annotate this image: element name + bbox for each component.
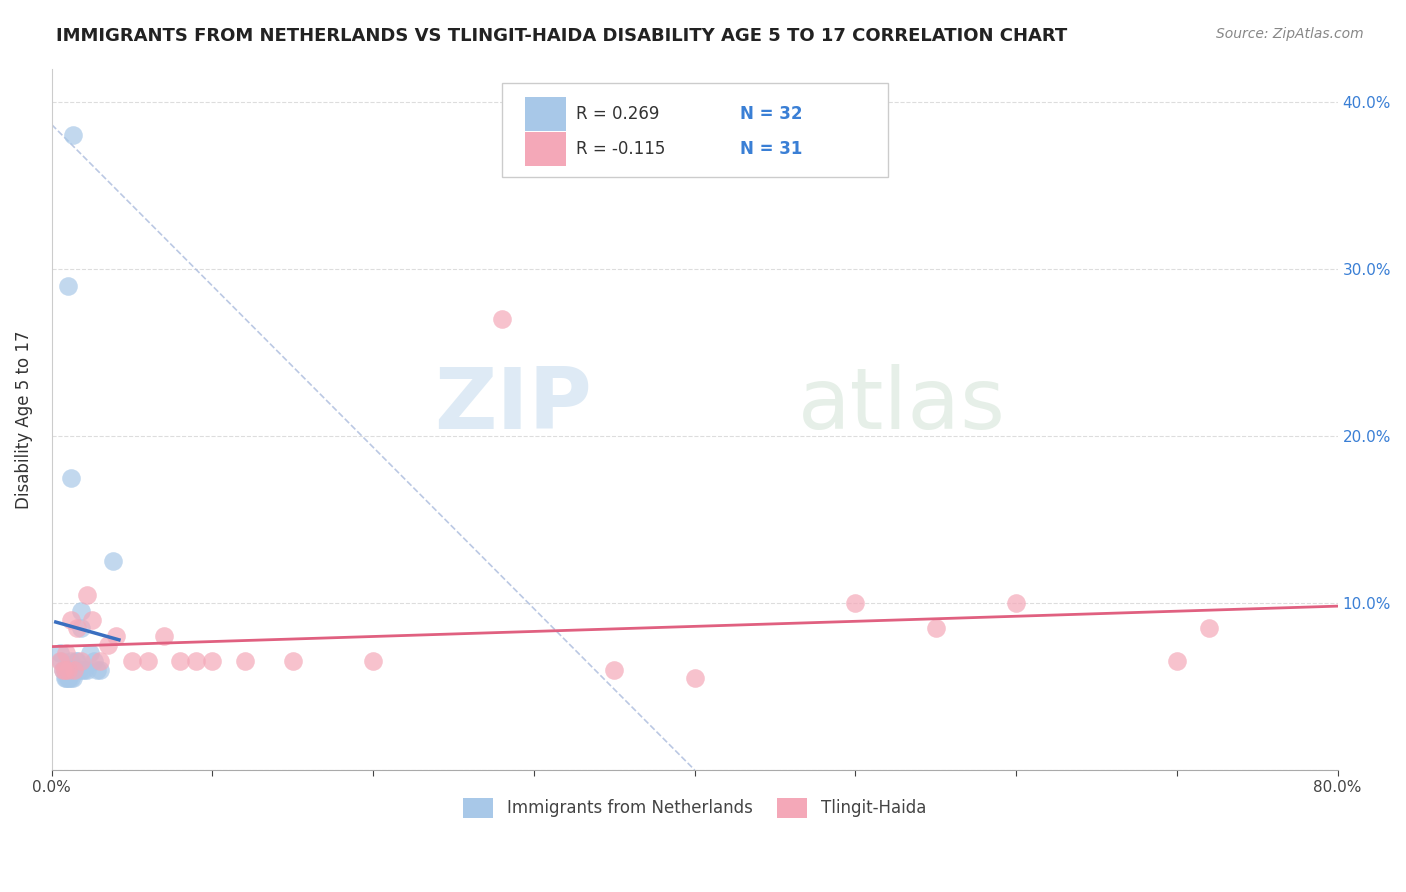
Point: [72, 663, 94, 677]
Point: [52, 663, 75, 677]
Point: [97, 638, 120, 652]
Point: [153, 629, 176, 643]
FancyBboxPatch shape: [524, 97, 567, 131]
Point: [89, 655, 111, 669]
Text: R = -0.115: R = -0.115: [576, 140, 666, 158]
Point: [63, 663, 86, 677]
Point: [55, 671, 77, 685]
Point: [55, 663, 77, 677]
Point: [62, 128, 84, 143]
Point: [49, 646, 72, 660]
Point: [53, 671, 76, 685]
Point: [136, 655, 159, 669]
Point: [66, 621, 89, 635]
Point: [65, 655, 87, 669]
Point: [683, 671, 706, 685]
Text: IMMIGRANTS FROM NETHERLANDS VS TLINGIT-HAIDA DISABILITY AGE 5 TO 17 CORRELATION : IMMIGRANTS FROM NETHERLANDS VS TLINGIT-H…: [56, 27, 1067, 45]
Point: [76, 588, 98, 602]
Text: Source: ZipAtlas.com: Source: ZipAtlas.com: [1216, 27, 1364, 41]
Point: [86, 663, 108, 677]
Point: [844, 596, 866, 610]
Text: N = 31: N = 31: [740, 140, 801, 158]
Point: [58, 671, 80, 685]
Point: [49, 655, 72, 669]
Legend: Immigrants from Netherlands, Tlingit-Haida: Immigrants from Netherlands, Tlingit-Hai…: [457, 791, 932, 825]
Point: [56, 671, 79, 685]
Point: [201, 655, 224, 669]
Point: [281, 655, 304, 669]
Point: [1198, 621, 1220, 635]
Point: [73, 663, 96, 677]
Y-axis label: Disability Age 5 to 17: Disability Age 5 to 17: [15, 330, 32, 508]
Point: [79, 646, 101, 660]
Point: [56, 663, 79, 677]
Point: [56, 278, 79, 293]
Point: [58, 663, 80, 677]
Point: [69, 604, 91, 618]
Point: [76, 663, 98, 677]
Point: [66, 655, 89, 669]
Point: [101, 554, 124, 568]
Point: [121, 655, 143, 669]
Point: [491, 312, 513, 326]
FancyBboxPatch shape: [524, 132, 567, 167]
Point: [69, 655, 91, 669]
Point: [105, 629, 128, 643]
Point: [925, 621, 948, 635]
Point: [51, 655, 73, 669]
Point: [1005, 596, 1028, 610]
Point: [69, 621, 91, 635]
Text: ZIP: ZIP: [434, 364, 592, 447]
Point: [89, 663, 111, 677]
Point: [65, 663, 87, 677]
Point: [186, 655, 208, 669]
Point: [603, 663, 626, 677]
Point: [60, 613, 83, 627]
Point: [80, 613, 103, 627]
Point: [67, 663, 90, 677]
Point: [233, 655, 256, 669]
Point: [52, 663, 75, 677]
Text: R = 0.269: R = 0.269: [576, 105, 659, 123]
FancyBboxPatch shape: [502, 83, 887, 178]
Point: [83, 655, 105, 669]
Point: [60, 671, 83, 685]
Point: [63, 663, 86, 677]
Text: N = 32: N = 32: [740, 105, 803, 123]
Point: [60, 655, 83, 669]
Point: [1166, 655, 1188, 669]
Text: atlas: atlas: [797, 364, 1005, 447]
Point: [53, 663, 76, 677]
Point: [56, 663, 79, 677]
Point: [62, 671, 84, 685]
Point: [53, 663, 76, 677]
Point: [169, 655, 191, 669]
Point: [361, 655, 384, 669]
Point: [55, 646, 77, 660]
Point: [60, 471, 83, 485]
